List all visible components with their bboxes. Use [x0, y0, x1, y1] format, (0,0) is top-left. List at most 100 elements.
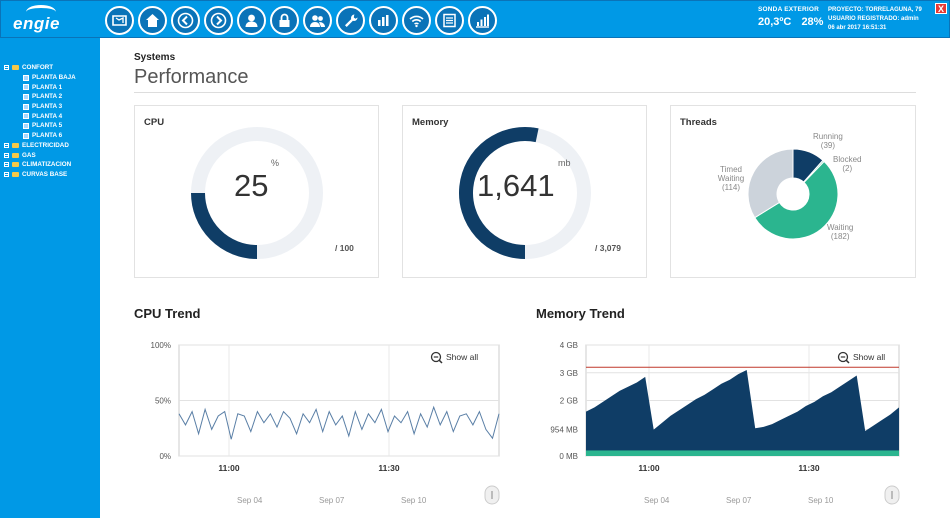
threads-title: Threads: [680, 117, 717, 128]
users-button[interactable]: [303, 6, 332, 35]
engie-logo: engie: [10, 5, 90, 33]
user-line: USUARIO REGISTRADO: admin: [828, 16, 919, 22]
floor-icon: [23, 103, 29, 110]
chart-hand-icon: [378, 15, 389, 26]
navigator-label: Sep 07: [726, 496, 752, 505]
close-button[interactable]: X: [935, 3, 947, 14]
folder-icon: [12, 171, 19, 177]
folder-icon: [12, 65, 19, 71]
tree-item[interactable]: PLANTA 2: [4, 92, 76, 102]
expand-icon[interactable]: [4, 65, 9, 71]
navigator-handle[interactable]: [484, 485, 500, 505]
forward-icon: [210, 12, 227, 29]
y-tick-label: 3 GB: [560, 369, 578, 378]
x-tick-label: 11:30: [798, 463, 820, 473]
show-all-button[interactable]: Show all: [837, 351, 886, 364]
navigator-label: Sep 10: [401, 496, 427, 505]
lock-button[interactable]: [270, 6, 299, 35]
floor-icon: [23, 122, 29, 129]
tree-item[interactable]: PLANTA 3: [4, 102, 76, 112]
folder-icon: [12, 152, 19, 158]
navigator-handle[interactable]: [884, 485, 900, 505]
cpu-max: / 100: [335, 243, 354, 253]
cpu-gauge: [191, 127, 323, 259]
thread-slice-waiting[interactable]: [754, 160, 839, 240]
forward-button[interactable]: [204, 6, 233, 35]
expand-icon[interactable]: [4, 152, 9, 158]
navigator-label: Sep 04: [644, 496, 670, 505]
tree-item[interactable]: PLANTA 6: [4, 131, 76, 141]
cpu-trend-title: CPU Trend: [134, 306, 201, 321]
expand-icon[interactable]: [4, 162, 9, 168]
floor-icon: [23, 74, 29, 81]
zoom-out-icon: [837, 351, 849, 363]
home-button[interactable]: [138, 6, 167, 35]
x-tick-label: 11:00: [218, 463, 240, 473]
expand-icon[interactable]: [4, 142, 9, 148]
list-icon: [443, 13, 456, 28]
memory-series-area: [586, 370, 899, 456]
folder-icon: [12, 162, 19, 168]
thread-slice-timed-waiting[interactable]: [747, 148, 794, 219]
y-tick-label: 0 MB: [559, 452, 578, 461]
map-button[interactable]: [105, 6, 134, 35]
navigator: [586, 481, 899, 511]
show-all-button[interactable]: Show all: [430, 351, 479, 364]
tree-group-label: ELECTRICIDAD: [22, 141, 69, 149]
navigator: [179, 481, 499, 511]
floor-icon: [23, 84, 29, 91]
cpu-series-line: [178, 405, 500, 440]
tree-item[interactable]: PLANTA 5: [4, 121, 76, 131]
wrench-icon: [345, 14, 358, 27]
expand-icon[interactable]: [4, 171, 9, 177]
tree-item[interactable]: PLANTA 4: [4, 111, 76, 121]
cpu-card: CPU 25 % / 100: [134, 105, 379, 278]
tree-item[interactable]: PLANTA 1: [4, 82, 76, 92]
show-all-label: Show all: [446, 352, 478, 362]
zoom-out-icon: [430, 351, 442, 363]
tree-item-label: PLANTA BAJA: [32, 74, 76, 82]
tree-item[interactable]: PLANTA BAJA: [4, 73, 76, 83]
navigator-label: Sep 10: [808, 496, 834, 505]
memory-title: Memory: [412, 117, 449, 128]
memory-base-band: [586, 450, 899, 456]
main-nav: [105, 6, 497, 35]
tree-group[interactable]: GAS: [4, 150, 76, 160]
back-button[interactable]: [171, 6, 200, 35]
memory-max: / 3,079: [595, 243, 621, 253]
blocked-label: Blocked (2): [833, 155, 862, 173]
humidity-value: 28%: [801, 16, 824, 28]
wrench-button[interactable]: [336, 6, 365, 35]
tree-item-label: PLANTA 1: [32, 83, 63, 91]
tree-item-label: PLANTA 2: [32, 93, 63, 101]
tree-group[interactable]: CURVAS BASE: [4, 170, 76, 180]
tree-group[interactable]: ELECTRICIDAD: [4, 141, 76, 151]
memory-value: 1,641: [477, 168, 555, 203]
breadcrumb[interactable]: Systems: [134, 52, 176, 63]
tree-item-label: PLANTA 6: [32, 132, 63, 140]
navigator-label: Sep 07: [319, 496, 345, 505]
project-info: PROYECTO: TORRELAGUNA, 79 USUARIO REGIST…: [828, 6, 922, 33]
user-icon: [245, 14, 258, 27]
y-tick-label: 50%: [155, 397, 171, 406]
chart-hand-button[interactable]: [369, 6, 398, 35]
tree-group[interactable]: CLIMATIZACION: [4, 160, 76, 170]
list-button[interactable]: [435, 6, 464, 35]
users-icon: [310, 15, 325, 27]
memory-gauge-value-arc: [459, 127, 539, 259]
wifi-button[interactable]: [402, 6, 431, 35]
memory-unit: mb: [558, 158, 571, 168]
tree-group[interactable]: CONFORT: [4, 63, 76, 73]
bar-chart-button[interactable]: [468, 6, 497, 35]
threads-pie: [747, 148, 839, 240]
sensor-label: SONDA EXTERIOR: [758, 6, 820, 13]
user-button[interactable]: [237, 6, 266, 35]
cpu-trend-chart: 100% 50% 0% 11:00 11:30 Show all Sep 04 Sep 07 S…: [151, 341, 500, 511]
project-line: PROYECTO: TORRELAGUNA, 79: [828, 7, 922, 13]
memory-trend-title: Memory Trend: [536, 306, 625, 321]
main-content: Systems Performance CPU 25 % / 100 Memor…: [100, 38, 950, 518]
back-icon: [177, 12, 194, 29]
tree-group-label: GAS: [22, 151, 36, 159]
y-tick-label: 100%: [151, 341, 171, 350]
show-all-label: Show all: [853, 352, 885, 362]
